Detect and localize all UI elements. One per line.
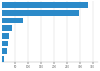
Bar (2, 56, 4, 62)
Bar (2, 41, 8, 46)
Bar (2, 33, 9, 39)
Bar (2, 18, 23, 23)
Bar (2, 10, 78, 16)
Bar (2, 25, 12, 31)
Bar (2, 2, 88, 8)
Bar (2, 48, 7, 54)
